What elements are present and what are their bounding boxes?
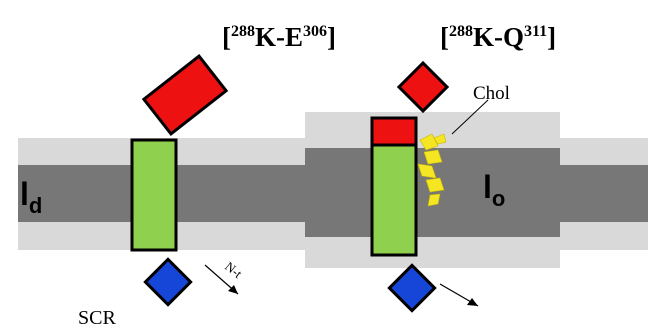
title-sup: 306 bbox=[303, 23, 327, 40]
scr-domain bbox=[145, 259, 190, 304]
left-title: [288K-E306] bbox=[222, 22, 336, 52]
scr-domain bbox=[389, 265, 434, 310]
nterm-label: N-t bbox=[222, 259, 245, 282]
title-part: K-Q bbox=[473, 22, 524, 52]
right-title: [288K-Q311] bbox=[440, 22, 556, 52]
label-main: l bbox=[20, 176, 29, 212]
extracellular-domain bbox=[144, 56, 226, 134]
arrowhead bbox=[467, 298, 478, 306]
title-part: [ bbox=[222, 22, 231, 52]
title-part: [ bbox=[440, 22, 449, 52]
title-sup: 288 bbox=[231, 23, 255, 40]
juxtamembrane bbox=[372, 118, 416, 145]
title-part: ] bbox=[547, 22, 556, 52]
extracellular-domain bbox=[399, 63, 447, 111]
tm-helix bbox=[372, 145, 416, 255]
label-sub: o bbox=[492, 186, 505, 211]
title-part: ] bbox=[327, 22, 336, 52]
label-main: l bbox=[483, 169, 492, 205]
chol-label: Chol bbox=[473, 83, 510, 104]
diagram: N-t Chol ld lo [288K-E306] [288K-Q311] S… bbox=[0, 0, 648, 330]
membrane-core bbox=[560, 165, 648, 222]
label-sub: d bbox=[29, 193, 42, 218]
title-sup: 311 bbox=[524, 23, 547, 40]
title-part: K-E bbox=[255, 22, 303, 52]
title-sup: 288 bbox=[449, 23, 473, 40]
tm-helix bbox=[132, 140, 176, 250]
scr-label: SCR bbox=[78, 307, 116, 329]
